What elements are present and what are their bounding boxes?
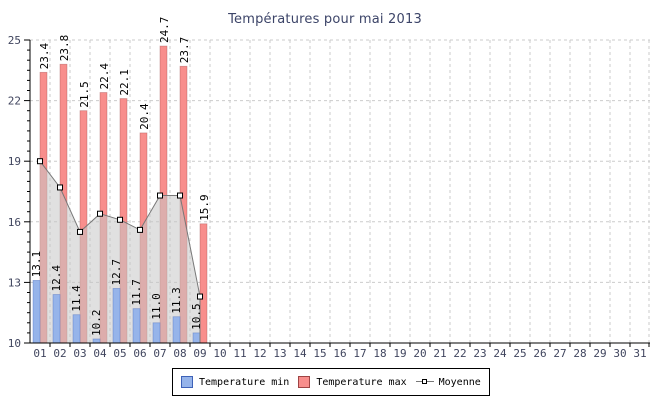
- min-value-label: 11.0: [150, 293, 163, 320]
- y-tick-label: 16: [8, 216, 21, 229]
- x-tick-label: 16: [333, 347, 346, 360]
- chart-title: Températures pour mai 2013: [228, 12, 422, 27]
- x-tick-label: 15: [313, 347, 326, 360]
- legend-swatch-temperature-min: [181, 376, 193, 388]
- x-tick-label: 20: [413, 347, 426, 360]
- min-value-label: 11.7: [130, 279, 143, 306]
- moyenne-marker: [57, 184, 63, 191]
- x-tick-label: 14: [293, 347, 307, 360]
- x-tick-label: 23: [473, 347, 486, 360]
- legend-label-moyenne: Moyenne: [438, 376, 481, 388]
- moyenne-marker: [157, 192, 163, 199]
- x-tick-label: 30: [613, 347, 626, 360]
- x-tick-label: 19: [393, 347, 406, 360]
- x-tick-label: 06: [133, 347, 146, 360]
- x-tick-label: 31: [633, 347, 646, 360]
- min-value-label: 11.3: [170, 287, 183, 314]
- legend-swatch-temperature-max: [298, 376, 311, 388]
- y-tick-label: 19: [8, 155, 21, 168]
- legend-label-temperature-min: Temperature min: [199, 376, 290, 388]
- legend-label-temperature-max: Temperature max: [316, 376, 407, 388]
- x-tick-label: 03: [73, 347, 86, 360]
- x-tick-label: 28: [573, 347, 586, 360]
- x-tick-label: 12: [253, 347, 266, 360]
- x-tick-label: 21: [433, 347, 446, 360]
- temperature-min-bar: [132, 308, 141, 344]
- temperature-min-bar: [72, 314, 81, 344]
- x-tick-label: 25: [513, 347, 526, 360]
- x-tick-label: 17: [353, 347, 366, 360]
- y-tick-label: 13: [8, 276, 21, 289]
- max-value-label: 21.5: [78, 81, 91, 108]
- min-value-label: 12.4: [50, 265, 63, 292]
- x-tick-label: 10: [213, 347, 226, 360]
- x-tick-label: 27: [553, 347, 566, 360]
- moyenne-marker: [197, 293, 203, 300]
- temperature-min-bar: [52, 294, 61, 344]
- temperature-min-bar: [92, 338, 101, 344]
- moyenne-marker: [97, 210, 103, 217]
- temperature-min-bar: [172, 316, 181, 344]
- moyenne-marker: [117, 216, 123, 223]
- x-tick-label: 13: [273, 347, 286, 360]
- moyenne-area: [40, 161, 200, 343]
- max-value-label: 23.8: [58, 35, 71, 62]
- moyenne-marker: [177, 192, 183, 199]
- x-tick-label: 18: [373, 347, 386, 360]
- x-tick-label: 05: [113, 347, 126, 360]
- x-tick-label: 04: [93, 347, 107, 360]
- max-value-label: 22.4: [98, 63, 111, 90]
- y-tick-label: 22: [8, 95, 21, 108]
- min-value-label: 13.1: [30, 251, 43, 278]
- x-tick-label: 07: [153, 347, 166, 360]
- x-tick-label: 11: [233, 347, 246, 360]
- x-tick-label: 09: [193, 347, 206, 360]
- moyenne-marker: [137, 226, 143, 233]
- x-tick-label: 22: [453, 347, 466, 360]
- x-tick-label: 08: [173, 347, 186, 360]
- max-value-label: 23.7: [178, 37, 191, 64]
- max-value-label: 15.9: [198, 194, 211, 221]
- max-value-label: 24.7: [158, 17, 171, 44]
- temperature-min-bar: [32, 280, 41, 344]
- max-value-label: 20.4: [138, 103, 151, 130]
- y-tick-label: 25: [8, 34, 21, 47]
- min-value-label: 11.4: [70, 285, 83, 312]
- x-tick-label: 24: [493, 347, 507, 360]
- temperature-min-bar: [152, 322, 161, 344]
- y-tick-label: 10: [8, 337, 21, 350]
- moyenne-line: [39, 160, 201, 343]
- min-value-label: 12.7: [110, 259, 123, 286]
- moyenne-marker: [37, 158, 43, 165]
- x-tick-label: 29: [593, 347, 606, 360]
- min-value-label: 10.2: [90, 309, 103, 336]
- moyenne-marker: [77, 228, 83, 235]
- x-tick-label: 26: [533, 347, 546, 360]
- x-tick-label: 02: [53, 347, 66, 360]
- temperature-min-bar: [112, 288, 121, 344]
- max-value-label: 22.1: [118, 69, 131, 96]
- legend-moyenne-marker-icon: [415, 376, 434, 388]
- temperature-min-bar: [192, 332, 201, 344]
- min-value-label: 10.5: [190, 303, 203, 330]
- max-value-label: 23.4: [38, 42, 51, 69]
- x-tick-label: 01: [33, 347, 46, 360]
- legend: Temperature min Temperature max Moyenne: [172, 368, 490, 396]
